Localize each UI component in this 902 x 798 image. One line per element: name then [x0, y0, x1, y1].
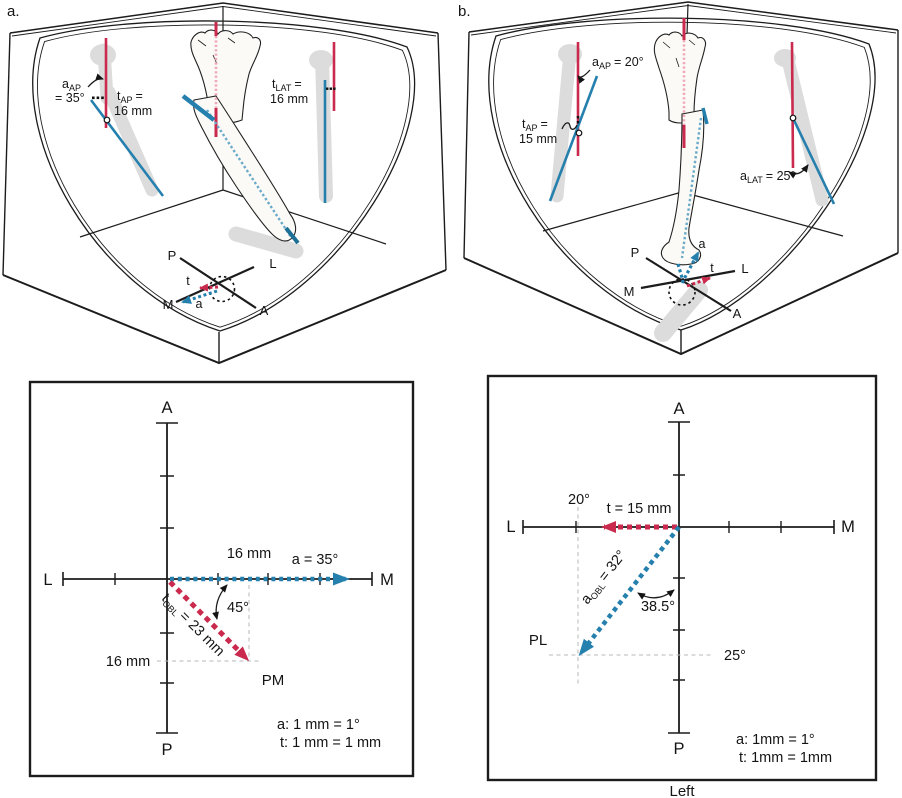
panel-a-label: a. — [7, 3, 20, 20]
angle-45-label: 45° — [227, 600, 249, 616]
angulation-label: a = 35° — [292, 552, 339, 568]
panel-b-ap-projection: aAP = 20° tAP = 15 mm — [519, 42, 644, 202]
distal-axis-line-lat — [790, 115, 836, 205]
floor-label-a: A — [733, 306, 742, 321]
axis-label-p: P — [673, 740, 684, 758]
panel-b-3d-scene: b. aAP = 20° tAP = 15 mm aLAT = — [458, 1, 899, 356]
proximal-fragment — [653, 31, 707, 124]
panel-a-ap-projection: aAP = 35° tAP = 16 mm — [55, 38, 165, 197]
floor-label-p: P — [168, 248, 177, 263]
a-lat-label: aLAT = 25° — [740, 169, 795, 185]
axis-label-a: A — [161, 399, 172, 417]
panel-b-lat-projection: aLAT = 25° — [740, 41, 836, 205]
floor-a-vector — [181, 289, 218, 304]
t-component-left-label: 16 mm — [106, 654, 150, 670]
t-ap-value: 15 mm — [519, 132, 557, 146]
panel-b-floor-axes: P L M A a t — [624, 237, 749, 321]
a-ap-label: aAP = 20° — [592, 55, 644, 71]
t-lat-label: tLAT = — [272, 77, 302, 93]
translation-oblique-vector — [168, 580, 250, 662]
a-ap-label: aAP — [62, 77, 81, 93]
t-lat-value: 16 mm — [270, 92, 308, 106]
graph-right-axes — [522, 421, 835, 734]
graph-border — [28, 380, 415, 778]
axis-pin-distal — [284, 226, 300, 245]
graph-left-ap-plan: A P L M 16 mm a = 35° 45° tOBL= 23 mm 16… — [28, 380, 415, 778]
translation-label: t = 15 mm — [607, 501, 672, 517]
origin-dotted-circle — [668, 278, 696, 306]
graph-border — [486, 374, 878, 782]
distal-shaft-axis-dotted — [205, 109, 293, 238]
panel-b-box-outline — [463, 1, 899, 356]
legend-line1: a: 1 mm = 1° — [277, 717, 360, 733]
cut-bowl-edge — [488, 17, 876, 331]
angle-25-label: 25° — [724, 648, 746, 664]
angle-385-arc-arrow — [637, 589, 675, 600]
t-ap-value: 16 mm — [114, 104, 152, 118]
axis-label-l: L — [43, 571, 52, 589]
direction-pm-label: PM — [262, 672, 285, 689]
axis-label-m: M — [380, 571, 394, 589]
floor-label-l: L — [269, 256, 276, 271]
floor-label-m: M — [163, 297, 174, 312]
angle-20-label: 20° — [568, 492, 590, 508]
legend-line1: a: 1mm = 1° — [736, 732, 815, 748]
floor-axis-l-m — [640, 269, 736, 290]
angle-pointer-arrow — [577, 69, 591, 84]
axis-pin-proximal — [181, 94, 216, 122]
graph-right-ap-plan: A P L M 20° t = 15 mm aOBL= 32° 38.5° PL… — [486, 374, 878, 782]
legend-line2: t: 1mm = 1mm — [739, 750, 832, 766]
intersection-marker — [103, 116, 111, 124]
axis-label-m: M — [841, 518, 855, 536]
graph-right-caption: Left — [669, 783, 695, 798]
projection-dashed-lines — [549, 507, 714, 687]
t-ap-label: tAP = — [522, 117, 548, 133]
angle-385-label: 38.5° — [641, 599, 675, 615]
floor-a-label: a — [699, 237, 706, 251]
panel-a-3d-scene: a. aAP = 35° tAP = 16 mm tLAT = — [2, 2, 447, 365]
floor-label-a: A — [260, 303, 269, 318]
floor-t-label: t — [710, 261, 714, 275]
panel-a-floor-axes: P L M A t a — [163, 248, 277, 318]
a-ap-value: = 35° — [55, 91, 85, 105]
bone-axis-trace — [676, 263, 685, 282]
a-obl-label: aOBL= 32° — [578, 548, 631, 609]
panel-b-tibia-bone — [653, 18, 709, 266]
cut-bowl-edge — [32, 20, 416, 332]
intersection-marker — [789, 114, 797, 122]
floor-a-label: a — [196, 297, 203, 311]
panel-b-label: b. — [458, 3, 471, 20]
angle-45-arc-arrow — [212, 584, 228, 620]
floor-shadow — [228, 226, 304, 259]
distal-axis-line-ap — [89, 99, 165, 197]
axis-label-l: L — [506, 518, 515, 536]
distal-axis-line-ap — [548, 75, 599, 202]
angle-arc-arrow — [788, 164, 809, 179]
direction-pl-label: PL — [529, 632, 547, 649]
t-component-top-label: 16 mm — [227, 546, 271, 562]
proximal-axis-line-lat — [790, 41, 795, 169]
floor-label-p: P — [631, 245, 640, 260]
origin-dotted-circle — [208, 275, 236, 303]
distal-fragment — [660, 109, 705, 266]
legend-line2: t: 1 mm = 1 mm — [280, 735, 381, 751]
floor-label-m: M — [624, 284, 635, 299]
panel-a-tibia-bone — [181, 22, 300, 245]
floor-t-label: t — [186, 274, 190, 288]
axis-label-p: P — [161, 741, 172, 759]
angle-pointer-arrow — [87, 73, 104, 88]
intersection-marker — [575, 129, 583, 137]
squiggle-pointer — [561, 122, 578, 130]
floor-label-l: L — [741, 261, 748, 276]
wall-floor-edges — [542, 191, 844, 237]
panel-a-lat-projection: tLAT = 16 mm — [270, 42, 336, 203]
t-ap-label: tAP = — [117, 89, 143, 105]
floor-t-vector — [686, 276, 711, 288]
axis-ticks — [575, 474, 782, 681]
floor-shadow — [654, 281, 708, 342]
axis-pin-distal-top — [701, 107, 709, 125]
floor-a-vector — [680, 251, 700, 284]
axis-label-a: A — [673, 400, 684, 418]
